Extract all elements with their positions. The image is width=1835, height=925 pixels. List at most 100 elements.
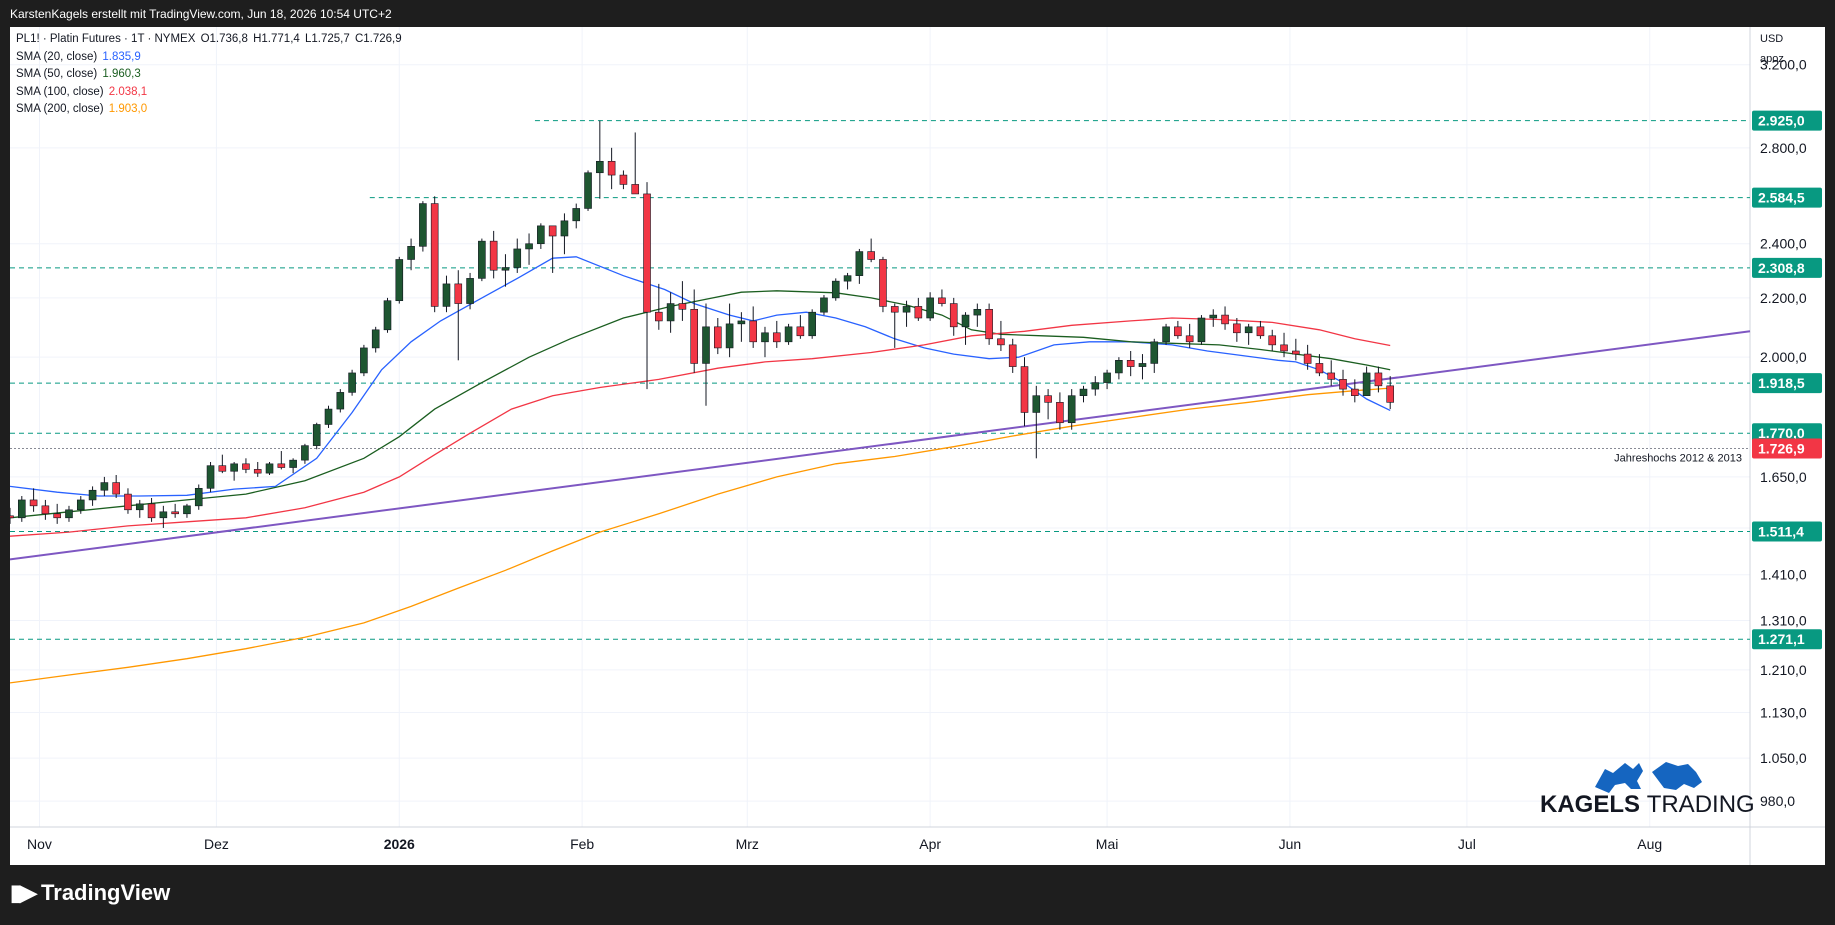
candle	[454, 270, 463, 361]
kagels-trading-watermark: KAGELS TRADING	[1540, 762, 1755, 818]
candle	[124, 488, 132, 514]
candle	[725, 303, 734, 358]
candle	[938, 289, 946, 307]
candle-body	[1103, 372, 1111, 383]
candle-body	[218, 465, 227, 472]
y-tick-label: 1.130,0	[1760, 704, 1807, 720]
y-tick-label: 1.050,0	[1760, 750, 1807, 766]
candle-body	[607, 160, 616, 176]
candle	[218, 454, 227, 474]
candle	[1032, 385, 1041, 459]
level-tag	[1752, 257, 1822, 278]
candle-body	[1079, 388, 1088, 396]
candle-body	[749, 320, 757, 343]
candle-body	[360, 347, 368, 374]
ohlc-close: C1.726,9	[354, 33, 402, 45]
chart-area[interactable]: Jahreshochs 2012 & 2013 USD apoz 3.200,0 2.8…	[6, 27, 1825, 865]
legend-sma-50[interactable]: SMA (50, close) 1.960,3	[16, 66, 402, 84]
candle	[537, 223, 545, 249]
chart-legend: PL1! · Platin Futures · 1T · NYMEX O1.73…	[16, 31, 402, 119]
candle-body	[560, 220, 569, 237]
y-tick-label: 3.200,0	[1760, 57, 1807, 73]
candle-body	[961, 314, 970, 328]
candle	[1162, 323, 1170, 345]
y-tick-label: 1.310,0	[1760, 612, 1807, 628]
candle	[1056, 392, 1064, 430]
level-tag-label: 2.308,8	[1758, 260, 1805, 276]
candle	[525, 233, 533, 265]
level-tag	[1752, 110, 1822, 131]
candle	[1374, 366, 1383, 393]
candle	[135, 499, 144, 518]
candle	[1327, 360, 1336, 386]
candle-body	[253, 469, 262, 474]
level-tag-label: 1.511,4	[1758, 523, 1804, 539]
candle-body	[242, 463, 250, 470]
candle	[466, 272, 474, 310]
candle-body	[761, 332, 769, 343]
y-tick-label: 980,0	[1760, 793, 1795, 809]
symbol-title[interactable]: PL1! · Platin Futures · 1T · NYMEX	[16, 33, 196, 45]
candle-body	[324, 408, 333, 425]
legend-sma-100[interactable]: SMA (100, close) 2.038,1	[16, 84, 402, 102]
sma-100-value: 2.038,1	[108, 85, 148, 98]
candle-body	[1374, 372, 1383, 387]
x-tick-label: Feb	[570, 836, 594, 852]
candle-body	[336, 392, 345, 410]
candle	[1268, 329, 1277, 351]
candle-body	[1315, 363, 1324, 374]
candle-body	[124, 493, 132, 511]
candle-body	[1020, 366, 1029, 413]
candle	[348, 369, 356, 396]
candle-body	[902, 306, 911, 313]
candle-body	[17, 499, 26, 519]
candle	[100, 476, 109, 497]
ohlc-high: H1.771,4	[253, 33, 300, 45]
candle	[867, 238, 875, 263]
y-tick-label: 1.210,0	[1760, 662, 1807, 678]
candle-body	[1056, 402, 1064, 424]
level-tag	[1752, 373, 1822, 394]
candle-body	[135, 503, 144, 511]
candle-body	[938, 297, 946, 304]
legend-sma-200[interactable]: SMA (200, close) 1.903,0	[16, 101, 402, 119]
candle	[843, 272, 852, 290]
candle	[879, 256, 887, 313]
sma-50-value: 1.960,3	[102, 68, 141, 80]
candle-body	[1067, 395, 1076, 424]
ohlc-open: O1.736,8	[200, 33, 248, 45]
candle	[655, 283, 663, 330]
candle	[194, 484, 203, 510]
candle	[419, 201, 427, 252]
candle	[914, 297, 923, 321]
candle-body	[808, 311, 816, 337]
candle-body	[997, 338, 1005, 346]
candle-body	[147, 503, 156, 519]
candle	[360, 344, 368, 377]
x-tick-label: 2026	[384, 836, 415, 852]
candle	[831, 278, 840, 301]
candle	[265, 461, 274, 476]
candle	[749, 306, 757, 348]
candle	[1174, 320, 1182, 339]
candle-body	[548, 225, 557, 237]
candle-body	[713, 326, 722, 349]
sma-line-2	[9, 317, 1391, 537]
y-tick-label: 2.000,0	[1760, 349, 1807, 365]
candle	[985, 303, 993, 345]
legend-sma-20[interactable]: SMA (20, close) 1.835,9	[16, 49, 402, 67]
level-tag	[1752, 187, 1822, 208]
candle	[596, 120, 604, 199]
tradingview-logo[interactable]: ▮▶ TradingView	[10, 880, 170, 906]
x-tick-label: Apr	[919, 836, 941, 852]
candle	[112, 475, 120, 498]
y-tick-label: 2.800,0	[1760, 140, 1807, 156]
candle	[1386, 376, 1395, 410]
candle	[1315, 354, 1324, 377]
candle-body	[666, 303, 675, 322]
candle	[643, 182, 651, 390]
candle	[1044, 389, 1052, 420]
candle-body	[737, 320, 746, 325]
candle-body	[843, 275, 852, 282]
